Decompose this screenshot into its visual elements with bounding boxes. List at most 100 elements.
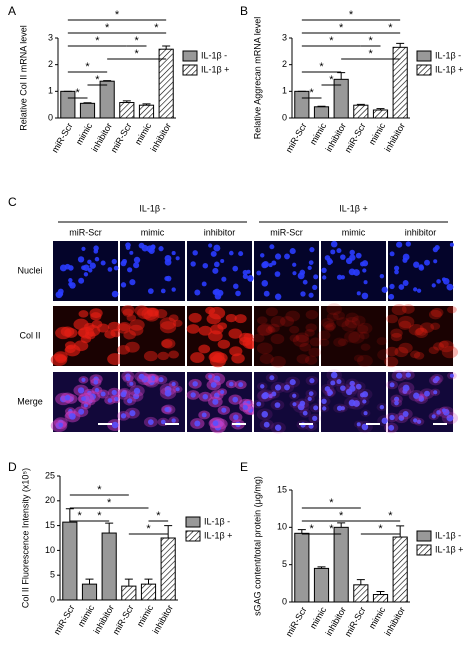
nucleus [100,260,106,266]
micrograph [321,240,388,301]
nucleus [242,273,248,279]
cell-body [332,311,345,321]
nucleus [284,384,290,391]
cell-body [256,324,273,336]
cell-body [125,341,140,353]
nucleus [446,283,454,291]
nucleus [120,391,127,398]
cell-body [333,337,346,347]
cell-body [433,342,445,351]
x-tick-label: miR-Scr [284,121,309,154]
cell-body [326,303,343,316]
error-bar [297,529,306,534]
y-axis-label: sGAG content/total protein (μg/mg) [252,476,262,616]
nucleus [208,374,213,379]
nucleus [299,400,306,407]
significance-star: * [76,87,81,99]
nucleus [355,252,362,259]
nucleus [77,256,85,263]
significance-star: * [135,48,140,60]
nucleus [361,423,369,431]
bar [101,532,117,601]
error-bar [356,579,365,585]
error-bar [142,103,151,106]
cell-body [186,324,200,334]
nucleus [107,267,113,272]
nucleus [349,249,355,256]
cell-body [78,310,89,318]
cell-body [123,330,136,340]
cell-body [439,340,449,348]
x-tick-label: miR-Scr [52,603,77,636]
nucleus [248,277,253,282]
cell-body [337,338,348,347]
nucleus [175,256,180,261]
nucleus [58,422,64,428]
bar [353,584,369,603]
nucleus [261,280,269,287]
cell-body [289,325,300,334]
significance-star: * [85,61,90,73]
column-label: mimic [141,227,165,237]
cell-body [172,319,183,327]
legend-label: IL-1β - [435,530,461,540]
cell-body [360,343,371,351]
x-tick-label: mimic [133,121,154,147]
nucleus [133,387,141,395]
legend-label: IL-1β - [201,50,227,60]
nucleus [160,288,166,294]
nucleus [201,281,207,287]
nucleus [389,251,395,257]
cell-body [217,322,228,330]
y-tick-label: 0 [48,112,53,122]
nucleus [238,382,244,388]
nucleus [402,384,410,392]
nucleus [361,260,369,267]
nucleus [87,259,92,265]
nucleus [111,258,117,265]
nucleus [394,396,400,402]
cell-body [341,320,357,332]
nucleus [201,412,207,418]
nucleus [274,384,282,391]
cell-body [344,330,361,343]
cell-body [256,342,273,355]
nucleus [192,381,198,387]
significance-star: * [349,9,354,21]
cell-body [326,312,339,322]
nucleus [356,422,361,427]
nucleus [192,250,198,256]
micrograph [252,372,322,434]
nucleus [78,408,85,415]
cell-body [289,334,300,342]
cell-body [206,313,221,325]
nucleus [190,261,196,267]
nucleus [356,291,361,296]
nucleus [289,379,296,386]
bar [138,104,155,119]
nucleus [313,405,319,411]
micrograph-bg [254,306,319,366]
nucleus [402,253,410,261]
cell-body [168,350,179,359]
bar [372,594,389,603]
column-label: inhibitor [204,227,236,237]
group-label: IL-1β - [139,203,165,213]
cell-body [415,327,427,336]
nucleus [246,269,251,274]
cell-body [55,354,67,364]
micrograph-bg [388,306,453,366]
panel-label: D [8,460,17,474]
cell-body [146,307,159,318]
significance-star: * [97,484,102,496]
error-bar [124,578,133,587]
nucleus [436,279,441,284]
nucleus [125,376,131,381]
cell-body [413,351,425,360]
cell-body [376,337,388,346]
significance-star: * [156,510,161,522]
nucleus [449,373,454,378]
nucleus [330,371,338,379]
nucleus [160,419,166,425]
nucleus [256,270,262,276]
